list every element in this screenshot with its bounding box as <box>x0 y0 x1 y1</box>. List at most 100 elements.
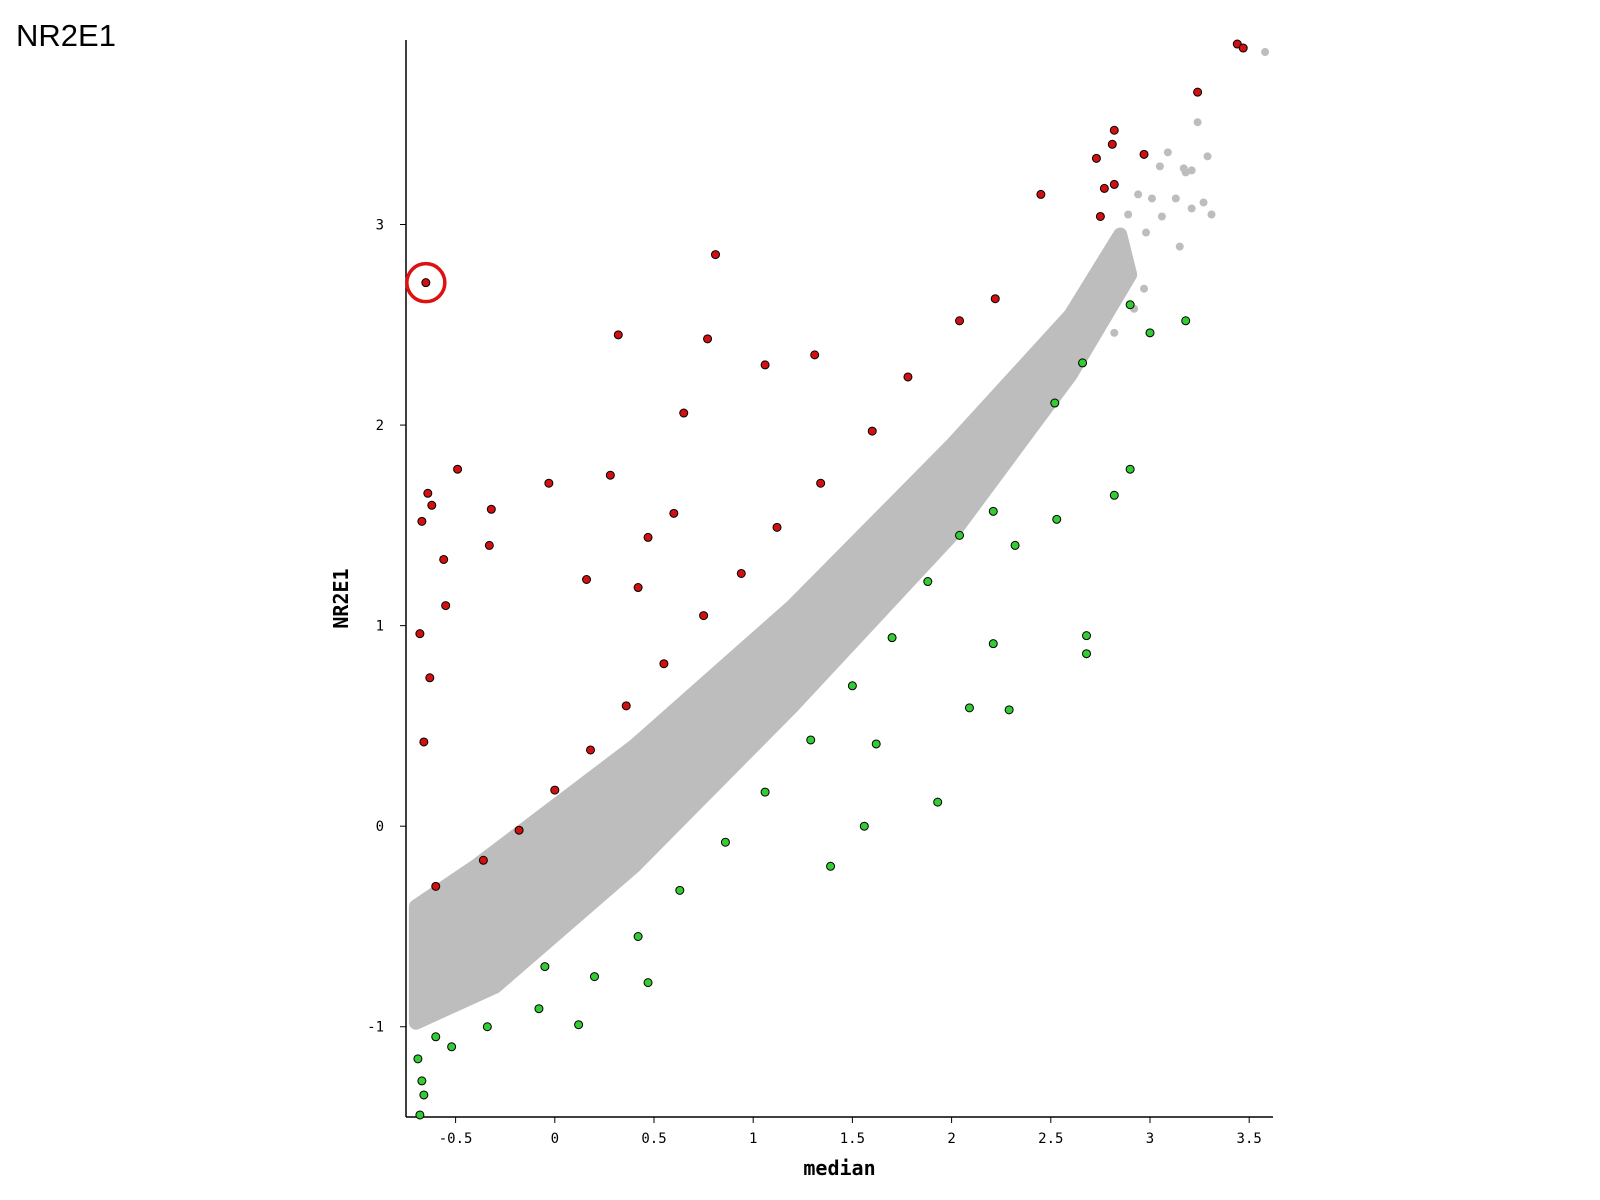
down-point <box>988 639 998 649</box>
up-point <box>1193 87 1203 97</box>
down-point <box>633 931 643 941</box>
neutral-point <box>1086 278 1095 287</box>
down-point <box>574 1020 584 1030</box>
neutral-point <box>1134 190 1143 199</box>
down-point <box>847 681 857 691</box>
down-point <box>923 577 933 587</box>
up-point <box>1109 179 1119 189</box>
down-point <box>859 821 869 831</box>
down-point <box>482 1022 492 1032</box>
up-point <box>425 673 435 683</box>
up-point <box>659 659 669 669</box>
neutral-point <box>1147 194 1156 203</box>
neutral-point <box>1142 228 1151 237</box>
neutral-point <box>1066 316 1075 325</box>
down-point <box>871 739 881 749</box>
down-point <box>1082 649 1092 659</box>
up-point <box>955 316 965 326</box>
up-point <box>867 426 877 436</box>
up-point <box>423 488 433 498</box>
down-point <box>955 530 965 540</box>
up-point <box>643 532 653 542</box>
up-point <box>669 508 679 518</box>
down-point <box>964 703 974 713</box>
up-point <box>1107 139 1117 149</box>
down-point <box>826 861 836 871</box>
neutral-point <box>1157 212 1166 221</box>
y-axis-label: NR2E1 <box>329 568 353 628</box>
up-point <box>772 522 782 532</box>
neutral-point <box>1140 284 1149 293</box>
neutral-point <box>1126 262 1135 271</box>
up-point <box>421 278 431 288</box>
up-point <box>453 464 463 474</box>
x-tick-label: 2.5 <box>1038 1131 1063 1147</box>
x-tick-label: 2 <box>947 1131 955 1147</box>
up-point <box>550 785 560 795</box>
up-point <box>605 470 615 480</box>
up-point <box>441 601 451 611</box>
down-point <box>534 1004 544 1014</box>
x-tick-label: 3.5 <box>1237 1131 1262 1147</box>
neutral-point <box>1199 198 1208 207</box>
neutral-point <box>1072 350 1081 359</box>
down-point <box>1125 464 1135 474</box>
up-point <box>903 372 913 382</box>
up-point <box>990 294 1000 304</box>
down-point <box>675 885 685 895</box>
down-point <box>413 1054 423 1064</box>
y-tick-label: 1 <box>376 619 384 635</box>
neutral-point <box>1155 162 1164 171</box>
y-tick-label: 0 <box>376 819 384 835</box>
up-point <box>679 408 689 418</box>
neutral-point <box>1118 262 1127 271</box>
down-point <box>720 837 730 847</box>
y-tick-label: 3 <box>376 218 384 234</box>
slide-title: NR2E1 <box>16 18 116 53</box>
neutral-point <box>1110 328 1119 337</box>
up-point <box>621 701 631 711</box>
down-point <box>1078 358 1088 368</box>
up-point <box>699 611 709 621</box>
up-point <box>478 855 488 865</box>
y-tick-label: 2 <box>376 418 384 434</box>
neutral-point <box>1100 314 1109 323</box>
x-tick-label: 0.5 <box>641 1131 666 1147</box>
neutral-point <box>1163 148 1172 157</box>
down-point <box>419 1090 429 1100</box>
down-point <box>1082 631 1092 641</box>
up-point <box>760 360 770 370</box>
down-point <box>643 978 653 988</box>
down-point <box>415 1110 425 1120</box>
up-point <box>1109 125 1119 135</box>
down-point <box>1050 398 1060 408</box>
up-point <box>1091 153 1101 163</box>
up-point <box>439 554 449 564</box>
up-point <box>486 504 496 514</box>
up-point <box>484 540 494 550</box>
down-point <box>806 735 816 745</box>
up-point <box>431 881 441 891</box>
down-point <box>1004 705 1014 715</box>
up-point <box>1099 183 1109 193</box>
neutral-point <box>1175 242 1184 251</box>
down-point <box>447 1042 457 1052</box>
down-point <box>1052 514 1062 524</box>
up-point <box>703 334 713 344</box>
neutral-point <box>1179 164 1188 173</box>
up-point <box>736 568 746 578</box>
neutral-point-cloud <box>408 227 1138 1030</box>
neutral-point <box>1203 152 1212 161</box>
down-point <box>1109 490 1119 500</box>
up-point <box>810 350 820 360</box>
data-points <box>405 39 1270 1120</box>
neutral-point <box>1193 118 1202 127</box>
up-point <box>633 583 643 593</box>
down-point <box>1181 316 1191 326</box>
down-point <box>1145 328 1155 338</box>
neutral-point <box>1124 210 1133 219</box>
up-point <box>613 330 623 340</box>
x-tick-label: 1 <box>749 1131 757 1147</box>
up-point <box>816 478 826 488</box>
